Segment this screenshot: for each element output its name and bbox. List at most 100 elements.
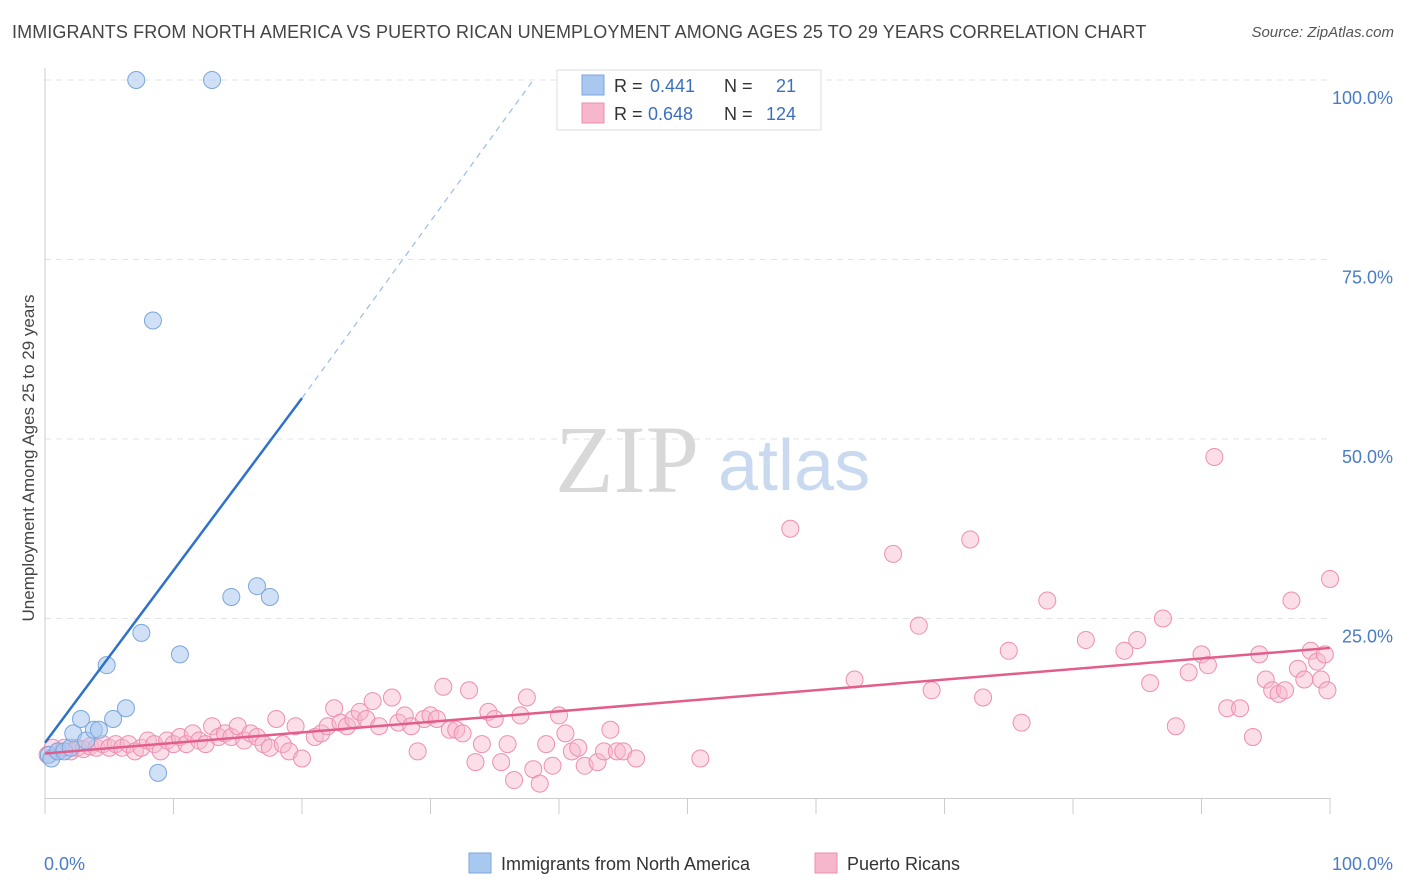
point-puerto-ricans <box>1218 699 1237 718</box>
point-puerto-ricans <box>1179 663 1198 682</box>
point-puerto-ricans <box>1243 727 1262 746</box>
y-tick-label: 75.0% <box>1342 268 1393 288</box>
legend-n-value-pr: 124 <box>766 104 796 124</box>
trend-line-immigrants-north-america <box>43 397 304 744</box>
point-puerto-ricans <box>1276 681 1295 700</box>
trend-line-extension-immigrants-north-america <box>301 79 534 399</box>
point-puerto-ricans <box>1166 717 1185 736</box>
y-axis-label: Unemployment Among Ages 25 to 29 years <box>19 295 38 622</box>
point-puerto-ricans <box>434 677 453 696</box>
legend-swatch-na <box>581 74 605 96</box>
legend-n-label-na: N = <box>724 76 753 96</box>
legend-r-value-pr: 0.648 <box>648 104 693 124</box>
point-puerto-ricans <box>1012 713 1031 732</box>
point-puerto-ricans <box>382 688 401 707</box>
point-puerto-ricans <box>974 688 993 707</box>
bottom-legend-label-na: Immigrants from North America <box>501 854 751 874</box>
point-puerto-ricans <box>627 749 646 768</box>
legend-r-label-na: R = <box>614 76 643 96</box>
point-immigrants-north-america <box>116 699 135 718</box>
point-immigrants-north-america <box>170 645 189 664</box>
point-puerto-ricans <box>781 519 800 538</box>
point-puerto-ricans <box>466 753 485 772</box>
axes <box>44 68 1331 814</box>
legend-r-label-pr: R = <box>614 104 643 124</box>
point-puerto-ricans <box>556 724 575 743</box>
point-puerto-ricans <box>601 720 620 739</box>
point-immigrants-north-america <box>260 587 279 606</box>
point-puerto-ricans <box>1288 659 1307 678</box>
y-tick-label: 50.0% <box>1342 447 1393 467</box>
point-puerto-ricans <box>550 706 568 725</box>
bottom-legend-swatch-na <box>468 852 492 874</box>
point-puerto-ricans <box>517 688 536 707</box>
y-tick-labels: 100.0% 75.0% 50.0% 25.0% <box>1332 88 1393 647</box>
point-puerto-ricans <box>363 692 382 711</box>
point-puerto-ricans <box>594 742 613 761</box>
legend-r-value-na: 0.441 <box>650 76 695 96</box>
watermark-zip: ZIP <box>555 406 699 513</box>
point-immigrants-north-america <box>143 311 162 330</box>
y-tick-label: 100.0% <box>1332 88 1393 108</box>
grid-lines <box>45 79 1330 619</box>
trend-line-puerto-ricans <box>44 646 1331 755</box>
point-puerto-ricans <box>267 710 286 729</box>
point-puerto-ricans <box>1256 670 1275 689</box>
point-puerto-ricans <box>691 749 710 768</box>
point-puerto-ricans <box>485 710 504 729</box>
point-puerto-ricans <box>909 616 928 635</box>
series-immigrants-north-america <box>39 71 279 782</box>
bottom-legend: Immigrants from North America Puerto Ric… <box>468 852 960 874</box>
point-puerto-ricans <box>408 742 427 761</box>
point-puerto-ricans <box>505 771 524 790</box>
point-puerto-ricans <box>1315 645 1334 664</box>
point-puerto-ricans <box>498 735 517 754</box>
x-tick-label: 0.0% <box>44 854 85 874</box>
point-puerto-ricans <box>1318 681 1337 700</box>
point-immigrants-north-america <box>149 763 168 782</box>
point-puerto-ricans <box>1141 674 1160 693</box>
point-puerto-ricans <box>472 735 491 754</box>
point-puerto-ricans <box>607 742 626 761</box>
trend-lines <box>43 79 1331 755</box>
bottom-legend-label-pr: Puerto Ricans <box>847 854 960 874</box>
point-immigrants-north-america <box>132 623 151 642</box>
point-puerto-ricans <box>922 681 941 700</box>
point-immigrants-north-america <box>97 656 116 675</box>
point-puerto-ricans <box>492 753 511 772</box>
point-puerto-ricans <box>273 735 292 754</box>
point-immigrants-north-america <box>203 71 222 89</box>
legend-n-label-pr: N = <box>724 104 753 124</box>
point-puerto-ricans <box>1308 652 1327 671</box>
point-puerto-ricans <box>1312 670 1331 689</box>
point-puerto-ricans <box>1076 631 1095 650</box>
point-puerto-ricans <box>460 681 479 700</box>
legend-n-value-na: 21 <box>776 76 796 96</box>
point-puerto-ricans <box>427 710 446 729</box>
point-puerto-ricans <box>312 724 331 743</box>
y-tick-label: 25.0% <box>1342 627 1393 647</box>
point-puerto-ricans <box>1128 631 1147 650</box>
point-puerto-ricans <box>286 717 305 736</box>
point-puerto-ricans <box>1153 609 1172 628</box>
point-puerto-ricans <box>588 753 607 772</box>
point-puerto-ricans <box>337 717 356 736</box>
point-puerto-ricans <box>1038 591 1057 610</box>
point-puerto-ricans <box>884 544 903 563</box>
point-puerto-ricans <box>543 756 562 775</box>
point-immigrants-north-america <box>104 710 123 729</box>
point-puerto-ricans <box>1115 641 1134 660</box>
point-puerto-ricans <box>453 724 472 743</box>
point-puerto-ricans <box>569 738 588 757</box>
point-puerto-ricans <box>530 774 549 793</box>
point-immigrants-north-america <box>248 577 267 596</box>
point-puerto-ricans <box>350 702 369 721</box>
point-immigrants-north-america <box>71 710 90 729</box>
x-tick-labels: 0.0% 100.0% <box>44 854 1393 874</box>
watermark-atlas: atlas <box>718 426 870 506</box>
point-puerto-ricans <box>293 749 311 768</box>
bottom-legend-swatch-pr <box>814 852 838 874</box>
point-puerto-ricans <box>1295 670 1314 689</box>
point-puerto-ricans <box>1231 699 1250 718</box>
